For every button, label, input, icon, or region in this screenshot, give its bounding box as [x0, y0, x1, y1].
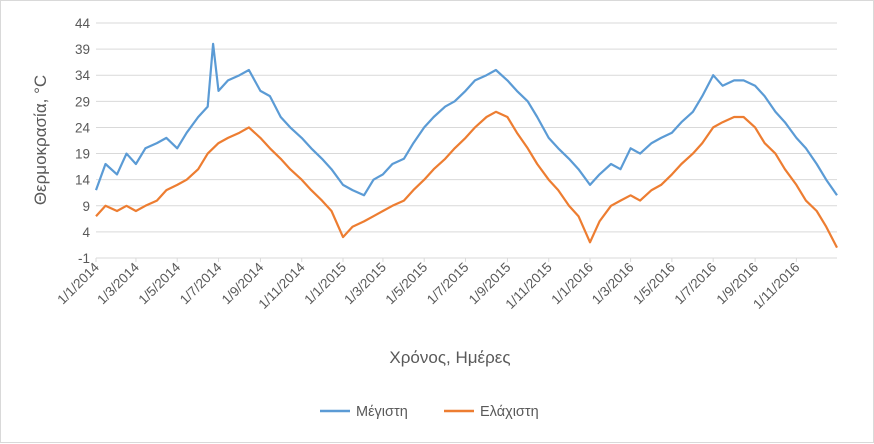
x-tick-label: 1/3/2015 — [341, 260, 389, 308]
y-tick-label: 9 — [82, 199, 90, 214]
x-tick-label: 1/1/2014 — [54, 259, 102, 307]
y-axis-title: Θερμοκρασία, °C — [31, 75, 50, 205]
x-tick-label: 1/3/2014 — [94, 259, 142, 307]
y-tick-label: 14 — [75, 173, 91, 188]
y-tick-label: 19 — [75, 147, 90, 162]
x-axis-ticks: 1/1/20141/3/20141/5/20141/7/20141/9/2014… — [54, 258, 803, 312]
x-tick-label: 1/1/2016 — [548, 260, 596, 308]
y-tick-label: 24 — [75, 120, 91, 135]
y-tick-label: 29 — [75, 94, 90, 109]
y-axis-ticks: -1 4 9 14 19 24 29 34 39 44 — [75, 16, 91, 266]
legend: Μέγιστη Ελάχιστη — [320, 404, 539, 420]
x-tick-label: 1/5/2015 — [383, 260, 431, 308]
y-tick-label: 4 — [82, 225, 90, 240]
legend-label: Μέγιστη — [356, 404, 408, 420]
series-line-min — [95, 110, 838, 249]
legend-label: Ελάχιστη — [480, 404, 539, 420]
x-tick-label: 1/3/2016 — [589, 260, 637, 308]
series-lines — [94, 42, 838, 249]
x-tick-label: 1/1/2015 — [301, 260, 349, 308]
series-line-max — [94, 42, 838, 197]
x-axis-title: Χρόνος, Ημέρες — [389, 348, 510, 367]
y-tick-label: 44 — [75, 16, 91, 31]
gridlines — [96, 22, 837, 259]
x-tick-label: 1/5/2016 — [630, 260, 678, 308]
x-tick-label: 1/7/2016 — [672, 260, 720, 308]
x-tick-label: 1/7/2014 — [177, 259, 225, 307]
y-tick-label: 39 — [75, 42, 90, 57]
y-tick-label: 34 — [75, 68, 91, 83]
x-tick-label: 1/7/2015 — [424, 260, 472, 308]
x-tick-label: 1/5/2014 — [136, 259, 184, 307]
y-tick-label: -1 — [78, 251, 90, 266]
